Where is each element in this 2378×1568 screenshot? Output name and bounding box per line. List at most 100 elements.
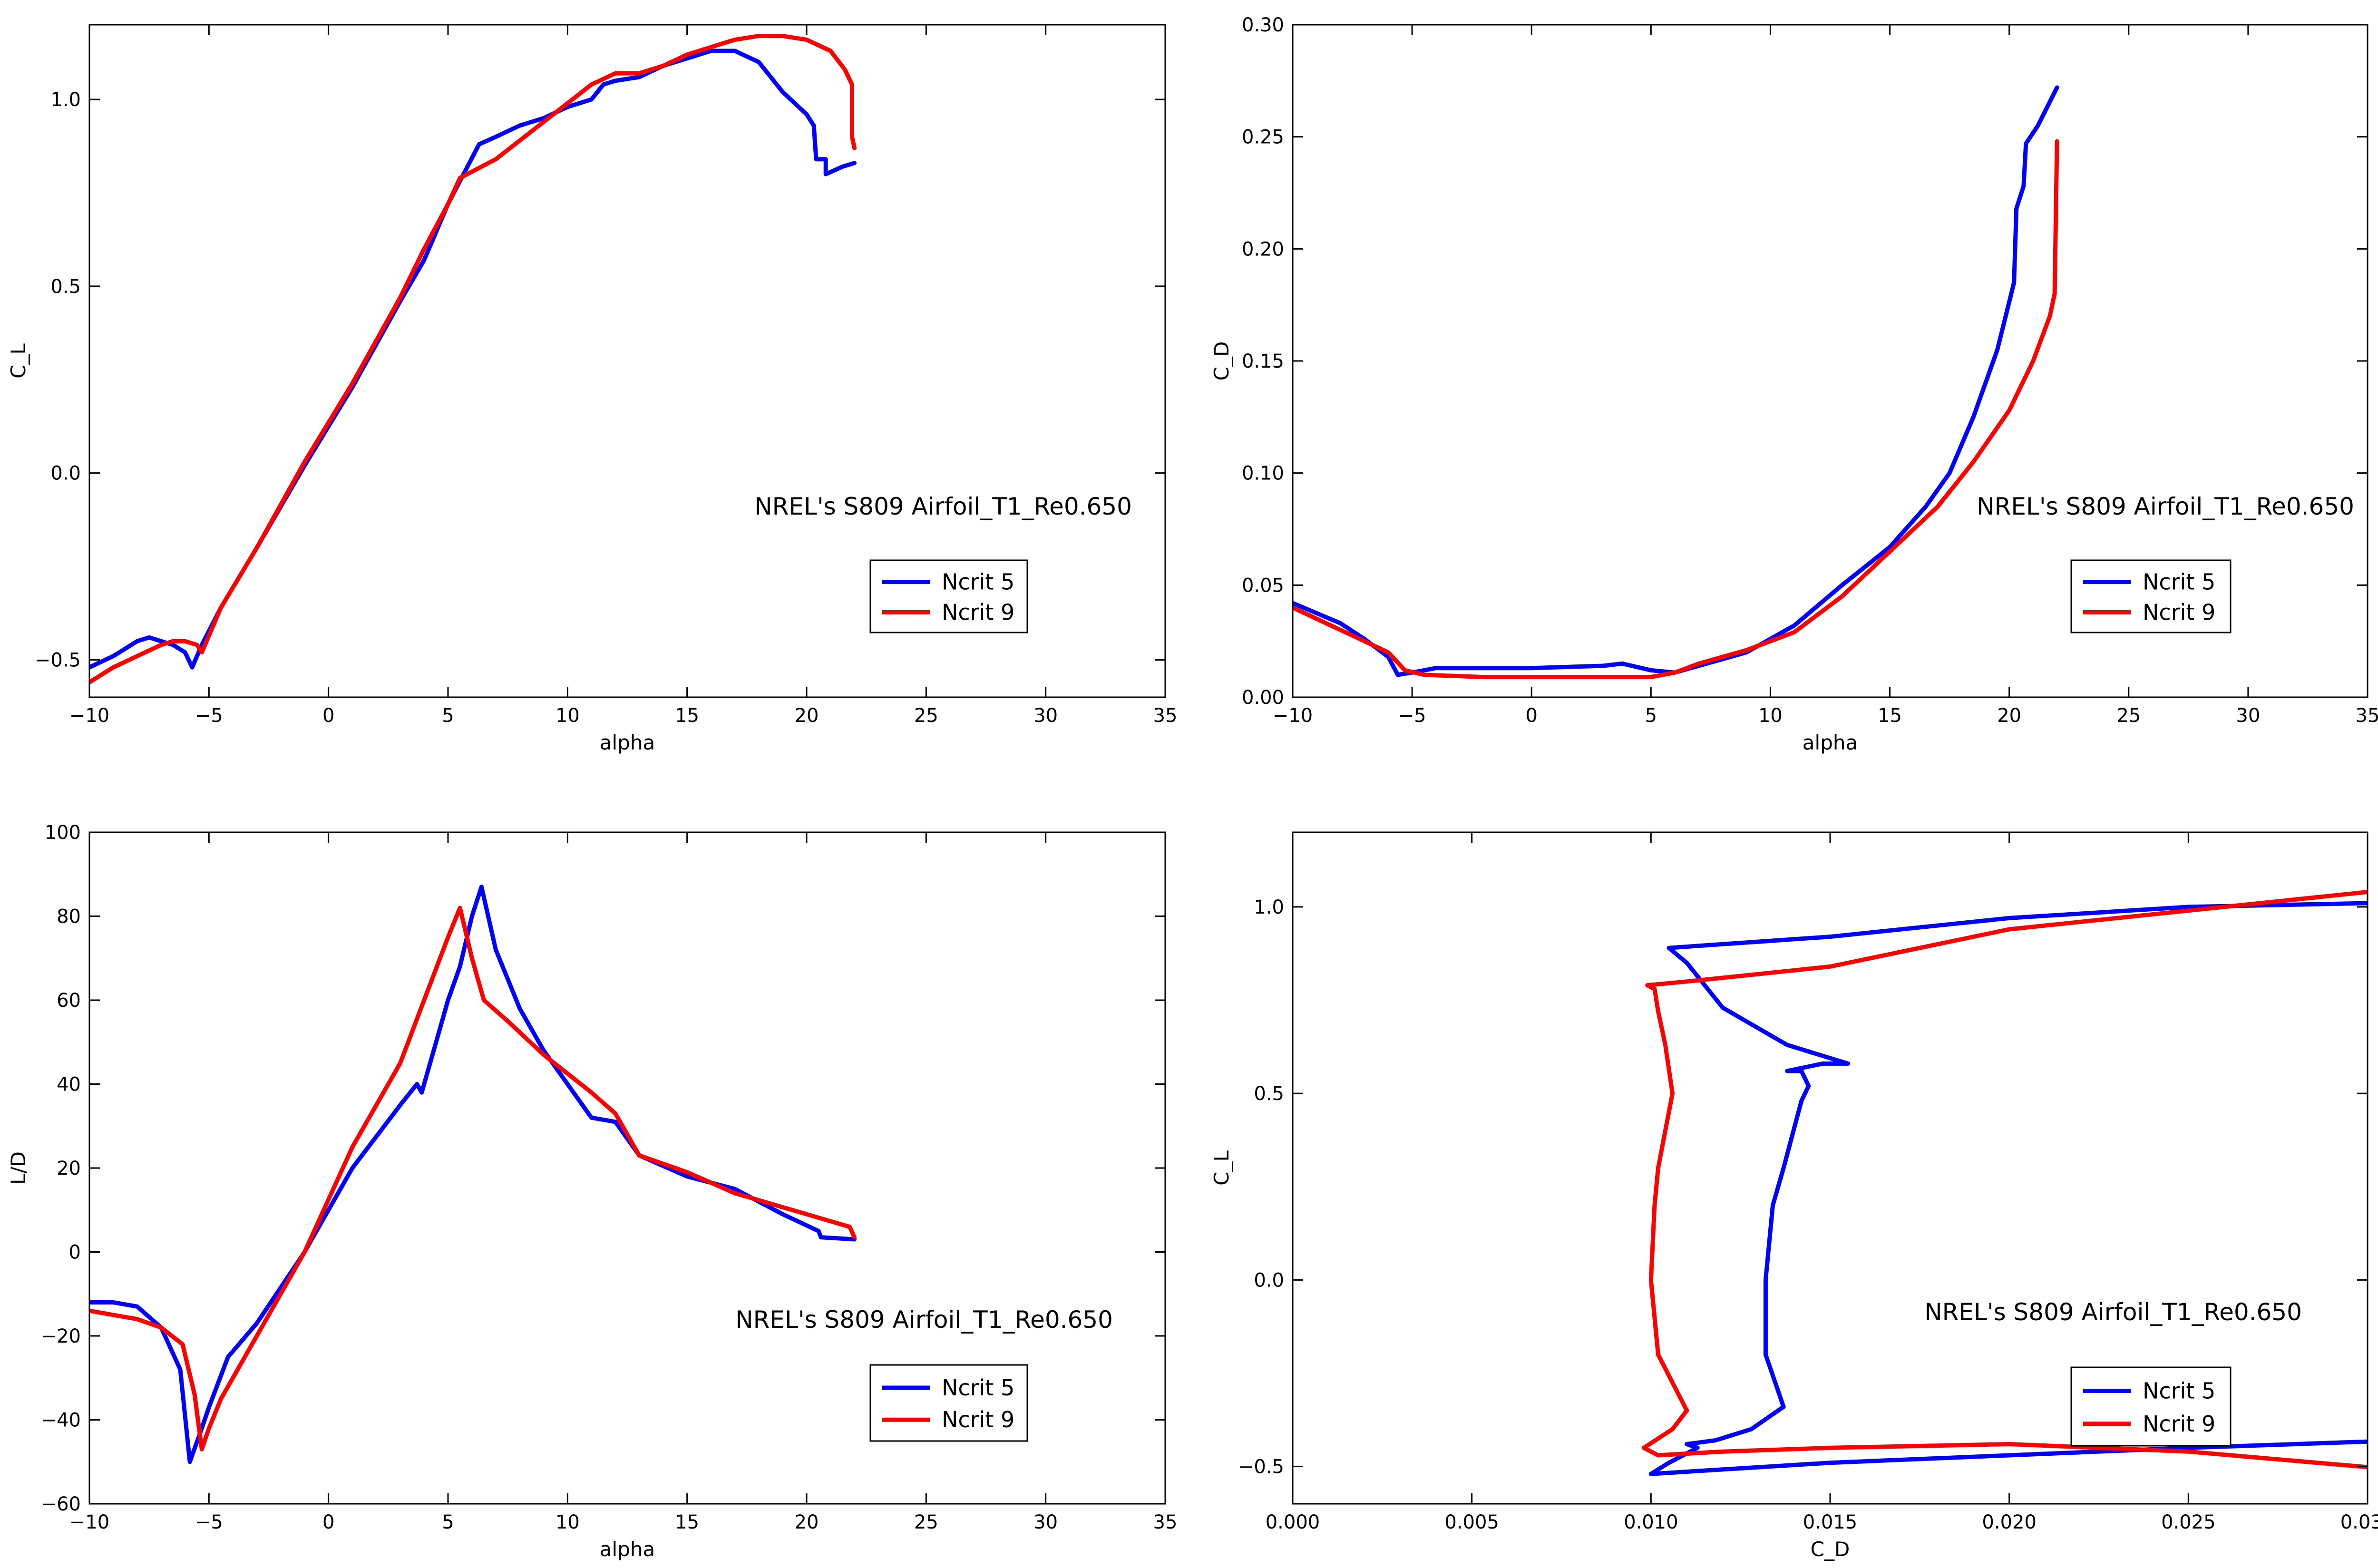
ld-alpha-x-tick-label: 30	[1033, 1511, 1058, 1533]
cl-cd-legend: Ncrit 5 Ncrit 9	[2070, 1366, 2232, 1447]
cd-alpha-x-tick-label: −5	[1398, 705, 1426, 727]
cl-alpha-legend-box	[869, 559, 1028, 633]
cd-alpha-x-tick-label: 5	[1645, 705, 1657, 727]
ld-alpha-legend: Ncrit 5 Ncrit 9	[869, 1364, 1028, 1442]
cl-alpha-y-tick-label: 0.0	[50, 463, 81, 485]
ld-alpha-y-tick-label: 0	[69, 1242, 81, 1264]
cl-alpha-x-tick-label: −5	[195, 705, 223, 727]
cd-alpha-y-tick-label: 0.20	[1242, 238, 1284, 260]
cd-alpha-legend-label: Ncrit 5	[2143, 569, 2215, 595]
cl-cd-legend-label: Ncrit 5	[2143, 1378, 2215, 1404]
ld-alpha-y-tick-label: 20	[57, 1158, 81, 1179]
ld-alpha-x-tick-label: −10	[69, 1511, 109, 1533]
ld-alpha-y-tick-label: 40	[57, 1074, 81, 1096]
cl-alpha-x-tick-label: 30	[1033, 705, 1058, 727]
cl-alpha-y-tick-label: −0.5	[35, 649, 81, 671]
cl-alpha-series-ncrit5-line	[89, 49, 857, 670]
cd-alpha-y-tick-label: 0.15	[1242, 351, 1284, 372]
cd-alpha-x-tick-label: 15	[1878, 705, 1902, 727]
cl-alpha-x-tick-label: 10	[556, 705, 580, 727]
ld-alpha-x-tick-label: 20	[795, 1511, 819, 1533]
ld-alpha-y-tick-label: 80	[57, 906, 81, 928]
cd-alpha-legend-box	[2070, 559, 2232, 633]
ld-alpha-y-tick-label: −20	[41, 1325, 81, 1347]
cd-alpha-legend-label: Ncrit 9	[2143, 599, 2215, 625]
cl-cd-x-axis-label: C_D	[1811, 1538, 1850, 1561]
ld-alpha-x-tick-label: 5	[442, 1511, 454, 1533]
ld-alpha-x-tick-label: 25	[914, 1511, 938, 1533]
cd-alpha-y-tick-label: 0.30	[1242, 14, 1284, 36]
cl-alpha-x-tick-label: 0	[322, 705, 334, 727]
cl-cd-y-tick-label: 0.0	[1254, 1269, 1284, 1291]
cl-alpha-x-tick-label: 15	[675, 705, 699, 727]
cl-cd-series-ncrit9-line	[1641, 890, 2368, 1470]
cl-alpha-axes-frame	[88, 24, 1166, 698]
cl-cd-legend-box	[2070, 1366, 2232, 1447]
cl-cd-x-tick-label: 0.005	[1444, 1511, 1499, 1533]
cl-alpha-legend-label: Ncrit 9	[942, 599, 1014, 625]
cd-alpha-series-ncrit5-line	[1293, 85, 2059, 677]
cl-alpha-x-tick-label: 35	[1153, 705, 1178, 727]
cl-cd-y-axis-label: C_L	[1210, 1150, 1233, 1186]
ld-alpha-legend-label: Ncrit 5	[942, 1375, 1014, 1401]
cd-alpha-chart: −10 −5 0 5 10 15 20 25 30 35 0.00 0.05 0.10 0.15 0.20 0…	[1210, 14, 2378, 754]
ld-alpha-x-tick-label: 15	[675, 1511, 699, 1533]
cd-alpha-x-tick-label: 10	[1758, 705, 1783, 727]
cd-alpha-y-tick-label: 0.05	[1242, 575, 1284, 596]
cd-alpha-annotation: NREL's S809 Airfoil_T1_Re0.650	[1977, 493, 2354, 520]
ld-alpha-y-tick-label: 60	[57, 990, 81, 1012]
ld-alpha-chart: −10 −5 0 5 10 15 20 25 30 35 −60 −40 −20 0 20 40 60 80 100…	[7, 822, 1177, 1561]
cd-alpha-x-tick-label: −10	[1273, 705, 1313, 727]
cl-alpha-x-tick-label: 20	[795, 705, 819, 727]
cl-alpha-x-tick-label: 25	[914, 705, 938, 727]
cl-cd-y-tick-label: −0.5	[1238, 1456, 1284, 1478]
cl-cd-x-tick-label: 0.025	[2161, 1511, 2216, 1533]
cl-cd-annotation: NREL's S809 Airfoil_T1_Re0.650	[1924, 1298, 2302, 1326]
ld-alpha-series-ncrit9-line	[89, 906, 857, 1451]
cd-alpha-x-tick-label: 0	[1525, 705, 1537, 727]
cl-alpha-chart: −10 −5 0 5 10 15 20 25 30 35 −0.5 0.0 0.5 1.0 alpha C_L…	[7, 24, 1178, 754]
cl-cd-x-tick-label: 0.010	[1624, 1511, 1678, 1533]
cl-cd-legend-label: Ncrit 9	[2143, 1411, 2215, 1437]
ld-alpha-y-tick-label: 100	[45, 822, 81, 844]
cl-alpha-y-tick-label: 0.5	[50, 276, 81, 298]
cl-cd-series-ncrit5-line	[1648, 901, 2368, 1476]
cd-alpha-y-tick-label: 0.10	[1242, 463, 1284, 485]
cl-alpha-x-axis-label: alpha	[600, 731, 655, 754]
ld-alpha-annotation: NREL's S809 Airfoil_T1_Re0.650	[735, 1306, 1113, 1334]
ld-alpha-legend-box	[869, 1364, 1028, 1442]
cl-alpha-legend: Ncrit 5 Ncrit 9	[869, 559, 1028, 633]
cl-alpha-y-axis-label: C_L	[7, 343, 30, 379]
ld-alpha-x-tick-label: 0	[322, 1511, 334, 1533]
ld-alpha-x-tick-label: −5	[195, 1511, 223, 1533]
cl-cd-y-tick-label: 0.5	[1254, 1083, 1284, 1105]
cd-alpha-series-ncrit9-line	[1293, 139, 2059, 680]
ld-alpha-y-tick-label: −60	[41, 1493, 81, 1515]
cd-alpha-y-tick-label: 0.25	[1242, 127, 1284, 148]
cl-cd-x-tick-label: 0.015	[1803, 1511, 1858, 1533]
ld-alpha-x-tick-label: 10	[556, 1511, 580, 1533]
cd-alpha-x-tick-label: 25	[2116, 705, 2141, 727]
cl-alpha-y-tick-label: 1.0	[50, 89, 81, 111]
cd-alpha-x-tick-label: 30	[2236, 705, 2260, 727]
cl-alpha-legend-label: Ncrit 5	[942, 569, 1014, 595]
ld-alpha-series-ncrit5-line	[89, 885, 857, 1464]
cl-alpha-x-tick-label: 5	[442, 705, 454, 727]
cl-cd-chart: 0.000 0.005 0.010 0.015 0.020 0.025 0.030 −0.5 0…	[1210, 831, 2378, 1561]
ld-alpha-y-axis-label: L/D	[7, 1151, 30, 1185]
cl-cd-x-tick-label: 0.020	[1982, 1511, 2037, 1533]
cd-alpha-x-tick-label: 35	[2356, 705, 2378, 727]
cl-cd-x-tick-label: 0.000	[1266, 1511, 1320, 1533]
cl-cd-y-tick-label: 1.0	[1254, 896, 1284, 918]
cl-cd-x-tick-label: 0.030	[2340, 1511, 2378, 1533]
cd-alpha-y-axis-label: C_D	[1210, 341, 1233, 381]
cd-alpha-x-tick-label: 20	[1997, 705, 2021, 727]
ld-alpha-x-tick-label: 35	[1153, 1511, 1178, 1533]
ld-alpha-legend-label: Ncrit 9	[942, 1407, 1014, 1432]
cl-alpha-annotation: NREL's S809 Airfoil_T1_Re0.650	[754, 493, 1132, 520]
ld-alpha-y-tick-label: −40	[41, 1410, 81, 1432]
cd-alpha-legend: Ncrit 5 Ncrit 9	[2070, 559, 2232, 633]
cd-alpha-x-axis-label: alpha	[1803, 731, 1858, 754]
cd-alpha-y-tick-label: 0.00	[1242, 687, 1284, 709]
